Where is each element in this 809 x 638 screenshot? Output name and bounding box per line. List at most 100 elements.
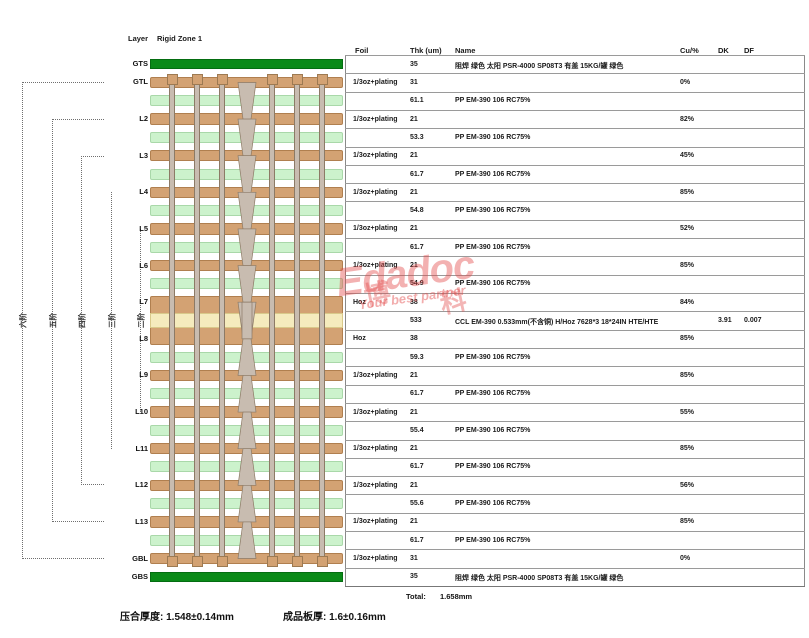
layer-label-gbl: GBL xyxy=(132,553,148,563)
table-row: 35 阻焊 绿色 太阳 PSR-4000 SP08T3 有盖 15KG/罐 绿色 xyxy=(345,55,805,73)
table-row: 55.4 PP EM-390 106 RC75% xyxy=(345,421,805,439)
cell-copper-percent: 85% xyxy=(680,188,695,196)
cell-thickness: 21 xyxy=(410,152,418,160)
cell-thickness: 61.1 xyxy=(410,97,424,105)
layer-label-gbs: GBS xyxy=(131,571,148,581)
cell-foil: Hoz xyxy=(353,335,366,343)
buildup-bracket xyxy=(81,155,104,486)
layer-label-l13: L13 xyxy=(135,516,148,526)
cell-copper-percent: 85% xyxy=(680,445,695,453)
via-pad xyxy=(166,555,178,567)
layer-label-l4: L4 xyxy=(139,187,148,197)
cell-thickness: 31 xyxy=(410,555,418,563)
microvia xyxy=(237,118,257,157)
header-layer-column: Layer xyxy=(128,34,149,43)
through-via xyxy=(269,75,275,566)
table-row: 1/3oz+plating 21 85% xyxy=(345,439,805,458)
cell-copper-percent: 55% xyxy=(680,408,695,416)
table-row: 1/3oz+plating 31 0% xyxy=(345,73,805,91)
through-via xyxy=(194,75,200,566)
layer-label-l11: L11 xyxy=(135,443,148,453)
cell-thickness: 61.7 xyxy=(410,170,424,178)
cell-copper-percent: 85% xyxy=(680,262,695,270)
table-row: 1/3oz+plating 21 85% xyxy=(345,512,805,531)
cell-name: PP EM-390 106 RC75% xyxy=(455,353,531,361)
cross-section-graphic xyxy=(150,0,343,638)
cell-thickness: 55.6 xyxy=(410,500,424,508)
cell-copper-percent: 0% xyxy=(680,78,691,86)
layer-label-l5: L5 xyxy=(139,223,148,233)
table-row: 61.7 PP EM-390 106 RC75% xyxy=(345,457,805,476)
layer-label-l6: L6 xyxy=(139,260,148,270)
layer-label-l7: L7 xyxy=(139,297,148,307)
via-pad xyxy=(291,74,303,86)
via-pad xyxy=(316,74,328,86)
via-pad xyxy=(216,74,228,86)
table-row: 1/3oz+plating 21 45% xyxy=(345,146,805,165)
cell-name: PP EM-390 106 RC75% xyxy=(455,207,531,215)
via-pad xyxy=(166,74,178,86)
via-pad xyxy=(316,555,328,567)
cell-foil: 1/3oz+plating xyxy=(353,225,398,233)
core-via-barrel xyxy=(241,301,253,340)
microvia xyxy=(237,265,257,303)
stack-band-mask xyxy=(150,571,343,583)
cell-thickness: 21 xyxy=(410,481,418,489)
microvia xyxy=(237,82,257,120)
cell-copper-percent: 0% xyxy=(680,555,691,563)
cell-foil: 1/3oz+plating xyxy=(353,555,398,563)
via-pad xyxy=(191,555,203,567)
through-via xyxy=(169,75,175,566)
header-copper-percent-column: Cu/% xyxy=(680,46,699,55)
buildup-bracket-label: 五阶 xyxy=(48,312,57,328)
microvia xyxy=(237,484,257,523)
table-row: 59.3 PP EM-390 106 RC75% xyxy=(345,347,805,366)
header-name-column: Name xyxy=(455,46,476,55)
press-thickness-note: 压合厚度: 1.548±0.14mm xyxy=(120,612,234,623)
cell-thickness: 21 xyxy=(410,262,418,270)
table-row: 54.8 PP EM-390 106 RC75% xyxy=(345,201,805,219)
via-pad xyxy=(191,74,203,86)
cell-name: PP EM-390 106 RC75% xyxy=(455,536,531,544)
cell-foil: 1/3oz+plating xyxy=(353,371,398,379)
cell-name: PP EM-390 106 RC75% xyxy=(455,170,531,178)
cell-thickness: 55.4 xyxy=(410,426,424,434)
layer-label-gtl: GTL xyxy=(133,77,148,87)
buildup-bracket-label: 六阶 xyxy=(18,312,28,328)
buildup-bracket xyxy=(51,119,104,522)
cell-df: 0.007 xyxy=(744,316,762,324)
final-thickness-note: 成品板厚: 1.6±0.16mm xyxy=(283,612,386,623)
table-row: 55.6 PP EM-390 106 RC75% xyxy=(345,494,805,512)
microvia xyxy=(237,338,257,376)
cell-thickness: 61.7 xyxy=(410,243,424,251)
via-pad xyxy=(266,555,278,567)
cell-foil: 1/3oz+plating xyxy=(353,188,398,196)
cell-thickness: 54.9 xyxy=(410,280,424,288)
cell-thickness: 59.3 xyxy=(410,353,424,361)
layer-label-l3: L3 xyxy=(139,150,148,160)
buildup-bracket xyxy=(140,228,141,413)
cell-thickness: 54.8 xyxy=(410,207,424,215)
layer-label-l10: L10 xyxy=(135,407,148,417)
table-row: 61.7 PP EM-390 106 RC75% xyxy=(345,384,805,403)
buildup-bracket xyxy=(22,82,104,559)
cell-foil: 1/3oz+plating xyxy=(353,78,398,86)
table-row: 61.7 PP EM-390 106 RC75% xyxy=(345,238,805,256)
cell-thickness: 35 xyxy=(410,573,418,581)
layer-label-gts: GTS xyxy=(132,59,148,69)
cell-name: PP EM-390 106 RC75% xyxy=(455,280,531,288)
cell-foil: Hoz xyxy=(353,298,366,306)
microvia xyxy=(237,411,257,450)
table-row: 61.7 PP EM-390 106 RC75% xyxy=(345,531,805,549)
cell-copper-percent: 85% xyxy=(680,518,695,526)
via-pad xyxy=(216,555,228,567)
layer-label-l8: L8 xyxy=(139,333,148,343)
header-zone-column: Rigid Zone 1 xyxy=(157,34,202,43)
table-row: 53.3 PP EM-390 106 RC75% xyxy=(345,128,805,146)
table-row: 1/3oz+plating 21 85% xyxy=(345,183,805,201)
cell-foil: 1/3oz+plating xyxy=(353,445,398,453)
cell-thickness: 21 xyxy=(410,371,418,379)
table-row: 61.7 PP EM-390 106 RC75% xyxy=(345,164,805,183)
stackup-table-frame xyxy=(345,55,805,586)
table-row: 1/3oz+plating 21 55% xyxy=(345,402,805,421)
